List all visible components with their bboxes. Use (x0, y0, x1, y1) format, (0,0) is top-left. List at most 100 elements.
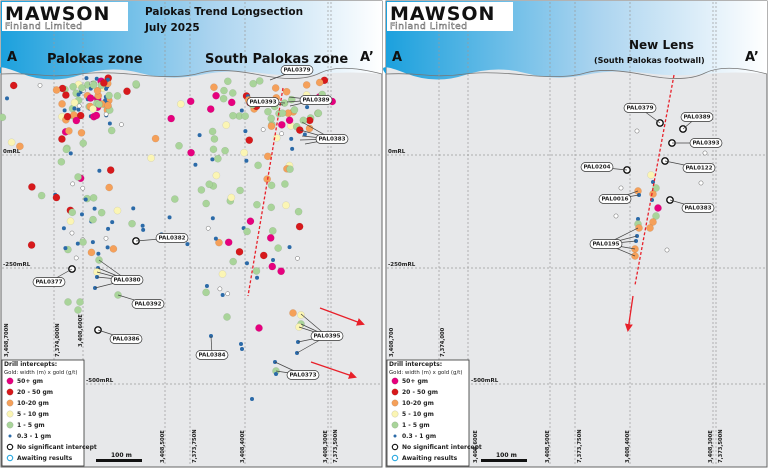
drill-hole-label[interactable]: PAL0384 (195, 350, 229, 360)
label-pill (689, 138, 723, 148)
rl-label-0m: 0mRL (3, 149, 21, 155)
drill-hole-label[interactable]: PAL0389 (299, 95, 333, 105)
intercept-dot-grade-10-20 (282, 87, 291, 96)
intercept-dot-0-3-1gm (302, 132, 307, 137)
intercept-dot-grade-1-5 (267, 114, 276, 123)
intercept-dot-grade-1-5 (197, 186, 206, 194)
intercept-dot-0-3-1gm (106, 226, 111, 231)
intercept-dot-grade-20-50 (123, 87, 131, 96)
intercept-dot-0-3-1gm (167, 215, 172, 220)
intercept-dot-grade-1-5 (76, 298, 84, 306)
intercept-dot-grade-1-5 (243, 227, 251, 236)
intercept-dot-none (260, 127, 266, 132)
drill-hole-label[interactable]: PAL0380 (110, 275, 144, 285)
intercept-dot-grade-5-10 (222, 121, 231, 129)
legend-symbol-icon (6, 421, 14, 429)
drill-hole-label[interactable]: PAL0386 (109, 334, 143, 344)
label-pill (299, 95, 333, 105)
drill-hole-label[interactable]: PAL0122 (682, 163, 716, 173)
coord-label: 3,408,300E (708, 430, 714, 463)
drill-hole-label[interactable]: PAL0393 (246, 97, 280, 107)
drill-hole-label[interactable]: PAL0016 (598, 194, 632, 204)
label-pill (315, 134, 349, 144)
intercept-dot-0-3-1gm (107, 121, 112, 126)
legend-symbol-icon (6, 399, 14, 407)
coord-label: 3,408,400E (625, 430, 631, 463)
intercept-dot-0-3-1gm (204, 284, 209, 289)
drill-hole-name: PAL0373 (289, 372, 316, 378)
intercept-dot-grade-20-50 (259, 251, 268, 260)
intercept-dot-grade-20-50 (106, 166, 115, 174)
intercept-dot-grade-10-20 (631, 252, 639, 260)
logo-subtitle-text: Finland Limited (5, 22, 83, 32)
drill-hole-label[interactable]: PAL0373 (286, 370, 320, 380)
intercept-dot-grade-1-5 (278, 109, 287, 117)
intercept-dot-grade-50-plus (187, 148, 195, 157)
intercept-dot-grade-50-plus (224, 238, 233, 247)
intercept-dot-grade-1-5 (264, 107, 272, 116)
legend-item-label: Awaiting results (402, 455, 458, 462)
intercept-dot-grade-1-5 (74, 306, 82, 314)
topography-surface-line (0, 67, 383, 79)
drill-hole-name: PAL0395 (313, 333, 340, 339)
drill-hole-label[interactable]: PAL0383 (315, 134, 349, 144)
label-pill (598, 194, 632, 204)
intercept-dot-0-3-1gm (220, 293, 225, 298)
intercept-dot-grade-1-5 (202, 199, 210, 208)
intercept-dot-grade-5-10 (240, 148, 248, 157)
intercept-dot-0-3-1gm (5, 96, 10, 101)
intercept-dot-grade-1-5 (57, 158, 66, 166)
intercept-dot-grade-20-50 (28, 183, 36, 191)
legend: Drill intercepts: Gold: width (m) x gold … (1, 359, 97, 467)
rl-label-minus-250m: -250mRL (3, 262, 31, 268)
drill-hole-label[interactable]: PAL0204 (580, 162, 614, 172)
drill-hole-label[interactable]: PAL0383 (681, 203, 715, 213)
intercept-dot-0-3-1gm (239, 342, 243, 346)
logo-background (387, 2, 513, 31)
drill-hole-name: PAL0380 (113, 277, 140, 283)
drill-hole-label[interactable]: PAL0382 (155, 233, 189, 243)
drill-intercepts (0, 74, 337, 401)
intercept-dot-grade-1-5 (209, 145, 218, 154)
legend-symbol-icon (8, 434, 12, 438)
drill-hole-name: PAL0016 (601, 196, 628, 202)
intercept-dot-grade-1-5 (267, 181, 276, 190)
label-pill (589, 239, 623, 249)
intercept-dot-0-3-1gm (240, 347, 244, 351)
drill-hole-label[interactable]: PAL0393 (689, 138, 723, 148)
legend-item-label: 0.3 - 1 gm (17, 433, 51, 440)
section-end-label: A’ (360, 50, 374, 65)
coord-label: 3,408,600E (473, 430, 479, 463)
logo-subtitle-text: Finland Limited (390, 22, 468, 32)
intercept-dot-grade-20-50 (76, 111, 85, 120)
drill-hole-label[interactable]: PAL0395 (310, 331, 344, 341)
label-pill (680, 112, 714, 122)
intercept-dot-none (613, 213, 619, 219)
legend-symbol-icon (391, 410, 399, 418)
intercept-dot-grade-1-5 (128, 219, 136, 228)
intercept-dot-0-3-1gm (61, 226, 66, 231)
drill-hole-label[interactable]: PAL0379 (623, 103, 657, 113)
intercept-dot-none (698, 180, 704, 186)
legend-item-label: 5 - 10 gm (402, 411, 434, 418)
drill-hole-label[interactable]: PAL0389 (680, 112, 714, 122)
intercept-dot-0-3-1gm (83, 197, 88, 202)
intercept-dot-0-3-1gm (104, 86, 109, 91)
drill-hole-label[interactable]: PAL0392 (131, 299, 165, 309)
intercept-dot-grade-20-50 (235, 248, 244, 256)
intercept-dot-0-3-1gm (185, 242, 190, 247)
rl-label-minus-250m: -250mRL (388, 262, 416, 268)
intercept-dot-grade-50-plus (212, 91, 220, 100)
topography-surface-line (385, 67, 768, 79)
intercept-dot-0-3-1gm (68, 151, 73, 156)
drill-hole-label[interactable]: PAL0379 (280, 65, 314, 75)
coord-label: 7,373,500N (333, 429, 339, 463)
drill-hole-label[interactable]: PAL0195 (589, 239, 623, 249)
label-pill (623, 103, 657, 113)
legend-symbol-icon (391, 388, 399, 396)
intercept-dot-0-3-1gm (239, 108, 244, 113)
drill-hole-label[interactable]: PAL0377 (32, 277, 66, 287)
intercept-dot-grade-1-5 (281, 180, 289, 188)
